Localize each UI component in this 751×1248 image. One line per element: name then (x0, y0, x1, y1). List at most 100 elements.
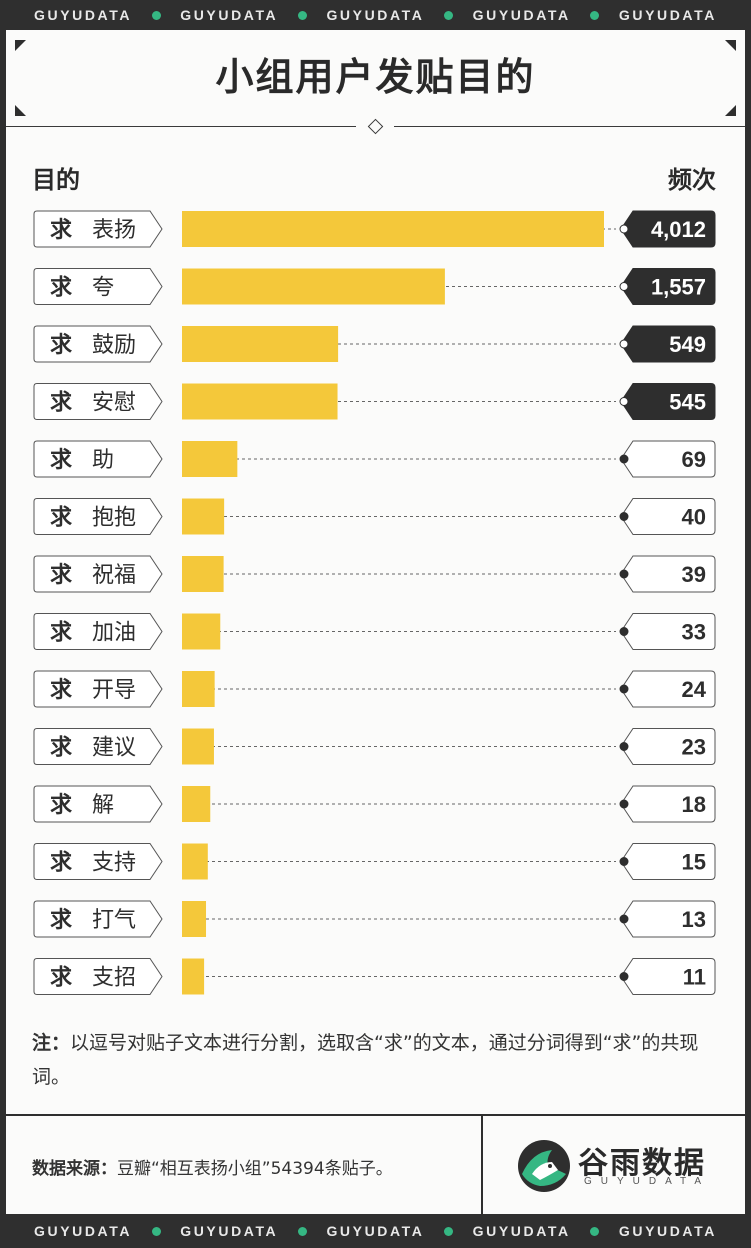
value-badge (620, 268, 716, 305)
category-label-suffix: 表扬 (92, 218, 136, 243)
badge-dot (619, 339, 629, 349)
category-label: 求 (50, 391, 72, 416)
bar (182, 843, 208, 880)
value-label: 24 (682, 677, 707, 702)
ticker-word: GUYUDATA (180, 7, 279, 23)
category-label-suffix: 建议 (92, 736, 136, 761)
category-label-suffix: 夸 (92, 276, 114, 301)
category-label: 求 (50, 621, 72, 646)
footer: 数据来源：豆瓣“相互表扬小组”54394条贴子。 谷雨数据 GUYUDATA (6, 1114, 745, 1216)
bar (182, 613, 221, 650)
category-label: 求 (50, 736, 72, 761)
category-tag (33, 843, 163, 880)
bar (182, 671, 215, 707)
ticker-word: GUYUDATA (34, 1223, 133, 1239)
value-badge (620, 900, 716, 938)
category-label-suffix: 加油 (92, 621, 136, 646)
value-badge (620, 555, 716, 593)
ticker-dot (444, 10, 454, 20)
ticker-dot (590, 10, 600, 20)
category-tag (33, 728, 163, 765)
value-badge (620, 210, 716, 248)
footnote: 注：以逗号对贴子文本进行分割，选取含“求”的文本，通过分词得到“求”的共现词。 (32, 1026, 722, 1094)
ticker-word: GUYUDATA (618, 7, 717, 23)
value-label: 40 (682, 505, 706, 530)
value-badge (620, 670, 716, 708)
corner-mark (15, 105, 26, 116)
badge-dot (619, 569, 629, 579)
ticker-word: GUYUDATA (472, 7, 571, 23)
value-label: 4,012 (651, 217, 706, 242)
title-banner: 小组用户发贴目的 (6, 30, 745, 126)
category-tag (33, 958, 163, 995)
value-label: 11 (683, 965, 706, 990)
category-tag (33, 900, 163, 938)
bar (182, 268, 445, 305)
ticker-word: GUYUDATA (180, 1223, 279, 1239)
value-label: 18 (682, 792, 706, 817)
category-tag (33, 555, 163, 593)
badge-dot (619, 512, 629, 521)
bar (182, 441, 238, 477)
category-label: 求 (50, 966, 72, 991)
ticker-dot (590, 1226, 600, 1236)
ticker-word: GUYUDATA (472, 1223, 571, 1239)
category-tag (33, 498, 163, 535)
value-label: 549 (669, 332, 706, 357)
data-source-text: 豆瓣“相互表扬小组”54394条贴子。 (117, 1159, 393, 1179)
value-badge (620, 498, 716, 535)
bar-chart: 求表扬 4,012求夸 1,557求 鼓励 549求 安慰 545求助 69求 抱抱 40求 祝福 3… (33, 210, 716, 995)
badge-dot (619, 914, 629, 924)
value-badge (620, 383, 716, 420)
footnote-label: 注： (32, 1032, 71, 1054)
bar (182, 786, 211, 822)
category-tag (33, 210, 163, 248)
bar (182, 326, 339, 362)
bar (182, 901, 207, 937)
category-label-suffix: 抱抱 (92, 506, 136, 531)
bottom-ticker: GUYUDATA GUYUDATA GUYUDATA GUYUDATA GUYU… (0, 1216, 751, 1246)
ticker-word: GUYUDATA (34, 7, 133, 23)
badge-dot (619, 454, 629, 464)
bar (182, 498, 225, 535)
category-label-suffix: 鼓励 (92, 333, 136, 358)
bar (182, 958, 205, 995)
top-ticker: GUYUDATA GUYUDATA GUYUDATA GUYUDATA GUYU… (0, 0, 751, 30)
badge-dot (619, 282, 629, 291)
bar (182, 211, 604, 247)
logo-name: 谷雨数据 (578, 1146, 706, 1181)
value-badge (620, 785, 716, 823)
corner-mark (725, 40, 736, 51)
bird-logo-icon (518, 1140, 570, 1192)
value-badge (620, 325, 716, 363)
corner-mark (725, 105, 736, 116)
category-label-suffix: 打气 (92, 908, 136, 933)
value-label: 1,557 (651, 275, 706, 300)
data-source-label: 数据来源： (32, 1159, 117, 1179)
category-label: 求 (50, 793, 72, 818)
page-title: 小组用户发贴目的 (215, 55, 536, 99)
corner-mark (15, 40, 26, 51)
badge-dot (619, 857, 629, 866)
category-label-suffix: 开导 (92, 678, 136, 703)
value-label: 33 (682, 620, 706, 645)
value-badge (620, 613, 716, 650)
value-label: 13 (682, 907, 706, 932)
category-tag (33, 613, 163, 650)
badge-dot (619, 972, 629, 981)
value-badge (620, 440, 716, 478)
bar (182, 556, 224, 592)
category-label: 求 (50, 678, 72, 703)
bar (182, 383, 338, 420)
column-header-frequency: 频次 (668, 166, 716, 194)
category-label: 求 (50, 563, 72, 588)
ticker-word: GUYUDATA (326, 7, 425, 23)
category-label: 求 (50, 506, 72, 531)
ticker-word: GUYUDATA (326, 1223, 425, 1239)
category-label-suffix: 助 (92, 448, 114, 473)
category-label-suffix: 安慰 (92, 391, 136, 416)
value-label: 39 (682, 562, 706, 587)
category-label: 求 (50, 276, 72, 301)
value-badge (620, 843, 716, 880)
badge-dot (619, 397, 629, 406)
